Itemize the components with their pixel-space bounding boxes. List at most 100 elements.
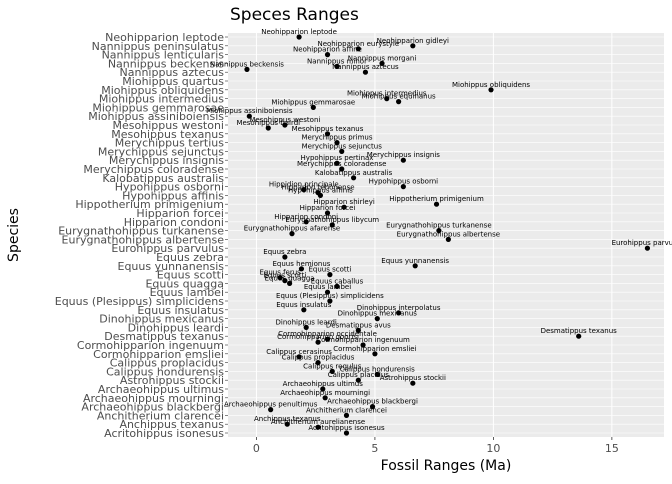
plot-panel bbox=[228, 33, 664, 437]
data-point bbox=[412, 263, 418, 269]
data-point bbox=[343, 412, 350, 418]
y-tick-label: Kalobatippus australis bbox=[102, 172, 224, 185]
data-point bbox=[315, 339, 321, 345]
data-point bbox=[282, 122, 288, 128]
point-label: Cormohipparion goorisi bbox=[277, 333, 359, 341]
y-tick-label: Equus (Plesippus) simplicidens bbox=[55, 295, 225, 308]
data-point bbox=[396, 310, 402, 316]
y-tick-label: Miohippus intermedius bbox=[99, 93, 224, 106]
data-point bbox=[355, 327, 361, 333]
y-tick-label: Hipparion forcei bbox=[136, 207, 224, 220]
point-label: Anchippus texanus bbox=[254, 415, 321, 423]
data-point bbox=[301, 187, 307, 193]
data-point bbox=[410, 43, 416, 49]
point-label: Anchitherium aurelianense bbox=[271, 418, 365, 426]
y-tick-label: Merychippus sejunctus bbox=[98, 145, 224, 158]
chart-title: Speces Ranges bbox=[230, 5, 359, 25]
data-point bbox=[374, 371, 380, 377]
point-label: Equus caballus bbox=[311, 277, 364, 285]
point-label: Eurohippus parvulus bbox=[612, 239, 672, 247]
data-point bbox=[374, 316, 380, 322]
point-label: Eurygnathohippus afarense bbox=[244, 225, 341, 233]
grid-lines bbox=[228, 33, 664, 437]
y-tick-label: Hypohippus affinis bbox=[122, 189, 224, 202]
y-tick-label: Mesohippus westoni bbox=[113, 119, 224, 132]
y-tick-label: Equus insulatus bbox=[137, 304, 224, 317]
data-point bbox=[369, 404, 376, 410]
point-label: Equus ferus bbox=[259, 269, 301, 277]
data-point bbox=[277, 275, 283, 281]
data-point bbox=[372, 351, 378, 357]
data-point bbox=[287, 280, 293, 286]
y-tick-label: Eurygnathohippus albertense bbox=[62, 233, 225, 246]
point-label: Dinohippus mexicanus bbox=[338, 310, 418, 318]
point-label: Hipparion tehonense bbox=[282, 184, 355, 192]
data-point bbox=[303, 219, 309, 225]
point-label: Equus zebra bbox=[263, 248, 306, 256]
data-point bbox=[282, 254, 288, 260]
y-tick-label: Equus lambei bbox=[150, 286, 224, 299]
y-tick-label: Merychippus insignis bbox=[109, 154, 224, 167]
point-label: Calippus cerasinus bbox=[266, 348, 332, 356]
data-point bbox=[329, 222, 335, 228]
point-label: Calippus placidus bbox=[328, 371, 390, 379]
x-tick-label: 5 bbox=[371, 442, 378, 455]
data-point bbox=[350, 175, 357, 181]
data-point bbox=[334, 140, 340, 146]
x-ticks: 0 5 10 15 bbox=[253, 437, 619, 455]
data-point bbox=[296, 34, 302, 40]
y-tick-label: Acritohippus isonesus bbox=[104, 427, 224, 440]
point-label: Kalobatippus australis bbox=[315, 169, 393, 177]
data-point bbox=[341, 204, 347, 210]
point-label: Eurygnathohippus albertense bbox=[397, 230, 500, 238]
point-labels: Neohipparion leptode Neohipparion gidleyi… bbox=[206, 28, 672, 432]
data-point bbox=[282, 278, 288, 284]
y-tick-label: Miohippus assiniboiensis bbox=[88, 110, 224, 123]
data-point bbox=[320, 386, 326, 392]
point-label: Miohippus obliquidens bbox=[452, 81, 530, 89]
point-label: Dinohippus interpolatus bbox=[357, 304, 441, 312]
point-label: Merychippus sejunctus bbox=[302, 142, 383, 150]
x-tick-label: 10 bbox=[486, 442, 500, 455]
point-label: Eurygnathohippus turkanense bbox=[386, 222, 492, 230]
point-label: Miohippus equinanus bbox=[361, 93, 436, 101]
data-point bbox=[433, 201, 440, 207]
data-point bbox=[362, 69, 369, 75]
data-point bbox=[396, 99, 402, 105]
point-label: Acritohippus isonesus bbox=[308, 424, 385, 432]
point-label: Mesohippus texanus bbox=[292, 125, 364, 133]
point-label: Hypohippus affinis bbox=[288, 186, 353, 194]
data-point bbox=[334, 160, 340, 166]
point-label: Desmatippus avus bbox=[326, 321, 391, 329]
y-tick-label: Miohippus obliquidens bbox=[101, 84, 224, 97]
point-label: Cormohipparion ingenuum bbox=[316, 336, 410, 344]
y-tick-label: Eurygnathohippus turkanense bbox=[58, 225, 224, 238]
y-tick-label: Cormohipparion ingenuum bbox=[77, 339, 224, 352]
point-label: Archaeohippus penultimus bbox=[224, 401, 318, 409]
y-tick-label: Calippus proplacidus bbox=[110, 357, 225, 370]
y-tick-label: Astrohippus stockii bbox=[120, 374, 224, 387]
data-point bbox=[265, 125, 271, 131]
point-label: Miohippus intermedius bbox=[347, 90, 427, 98]
data-point bbox=[343, 430, 350, 436]
y-tick-label: Dinohippus leardi bbox=[128, 321, 224, 334]
x-tick-label: 0 bbox=[253, 442, 260, 455]
point-label: Equus (Plesippus) simplicidens bbox=[276, 292, 384, 300]
y-tick-label: Dinohippus mexicanus bbox=[99, 313, 224, 326]
point-label: Cormohipparion emsliei bbox=[333, 345, 416, 353]
point-label: Hipparion forcei bbox=[300, 204, 356, 212]
point-label: Eurygnathohippus libycum bbox=[285, 216, 379, 224]
point-label: Equus yunnanensis bbox=[381, 257, 449, 265]
y-tick-label: Anchippus texanus bbox=[119, 418, 224, 431]
y-tick-label: Hipparion condoni bbox=[124, 216, 224, 229]
data-point bbox=[301, 307, 307, 313]
point-label: Merychippus coloradense bbox=[297, 160, 386, 168]
y-tick-label: Calippus hondurensis bbox=[106, 365, 224, 378]
data-point bbox=[303, 324, 309, 330]
data-point bbox=[296, 354, 302, 360]
point-label: Mesohippus westoni bbox=[249, 116, 320, 124]
point-label: Hipparion condoni bbox=[274, 213, 338, 221]
y-tick-label: Archaeohippus blackbergi bbox=[81, 401, 224, 414]
